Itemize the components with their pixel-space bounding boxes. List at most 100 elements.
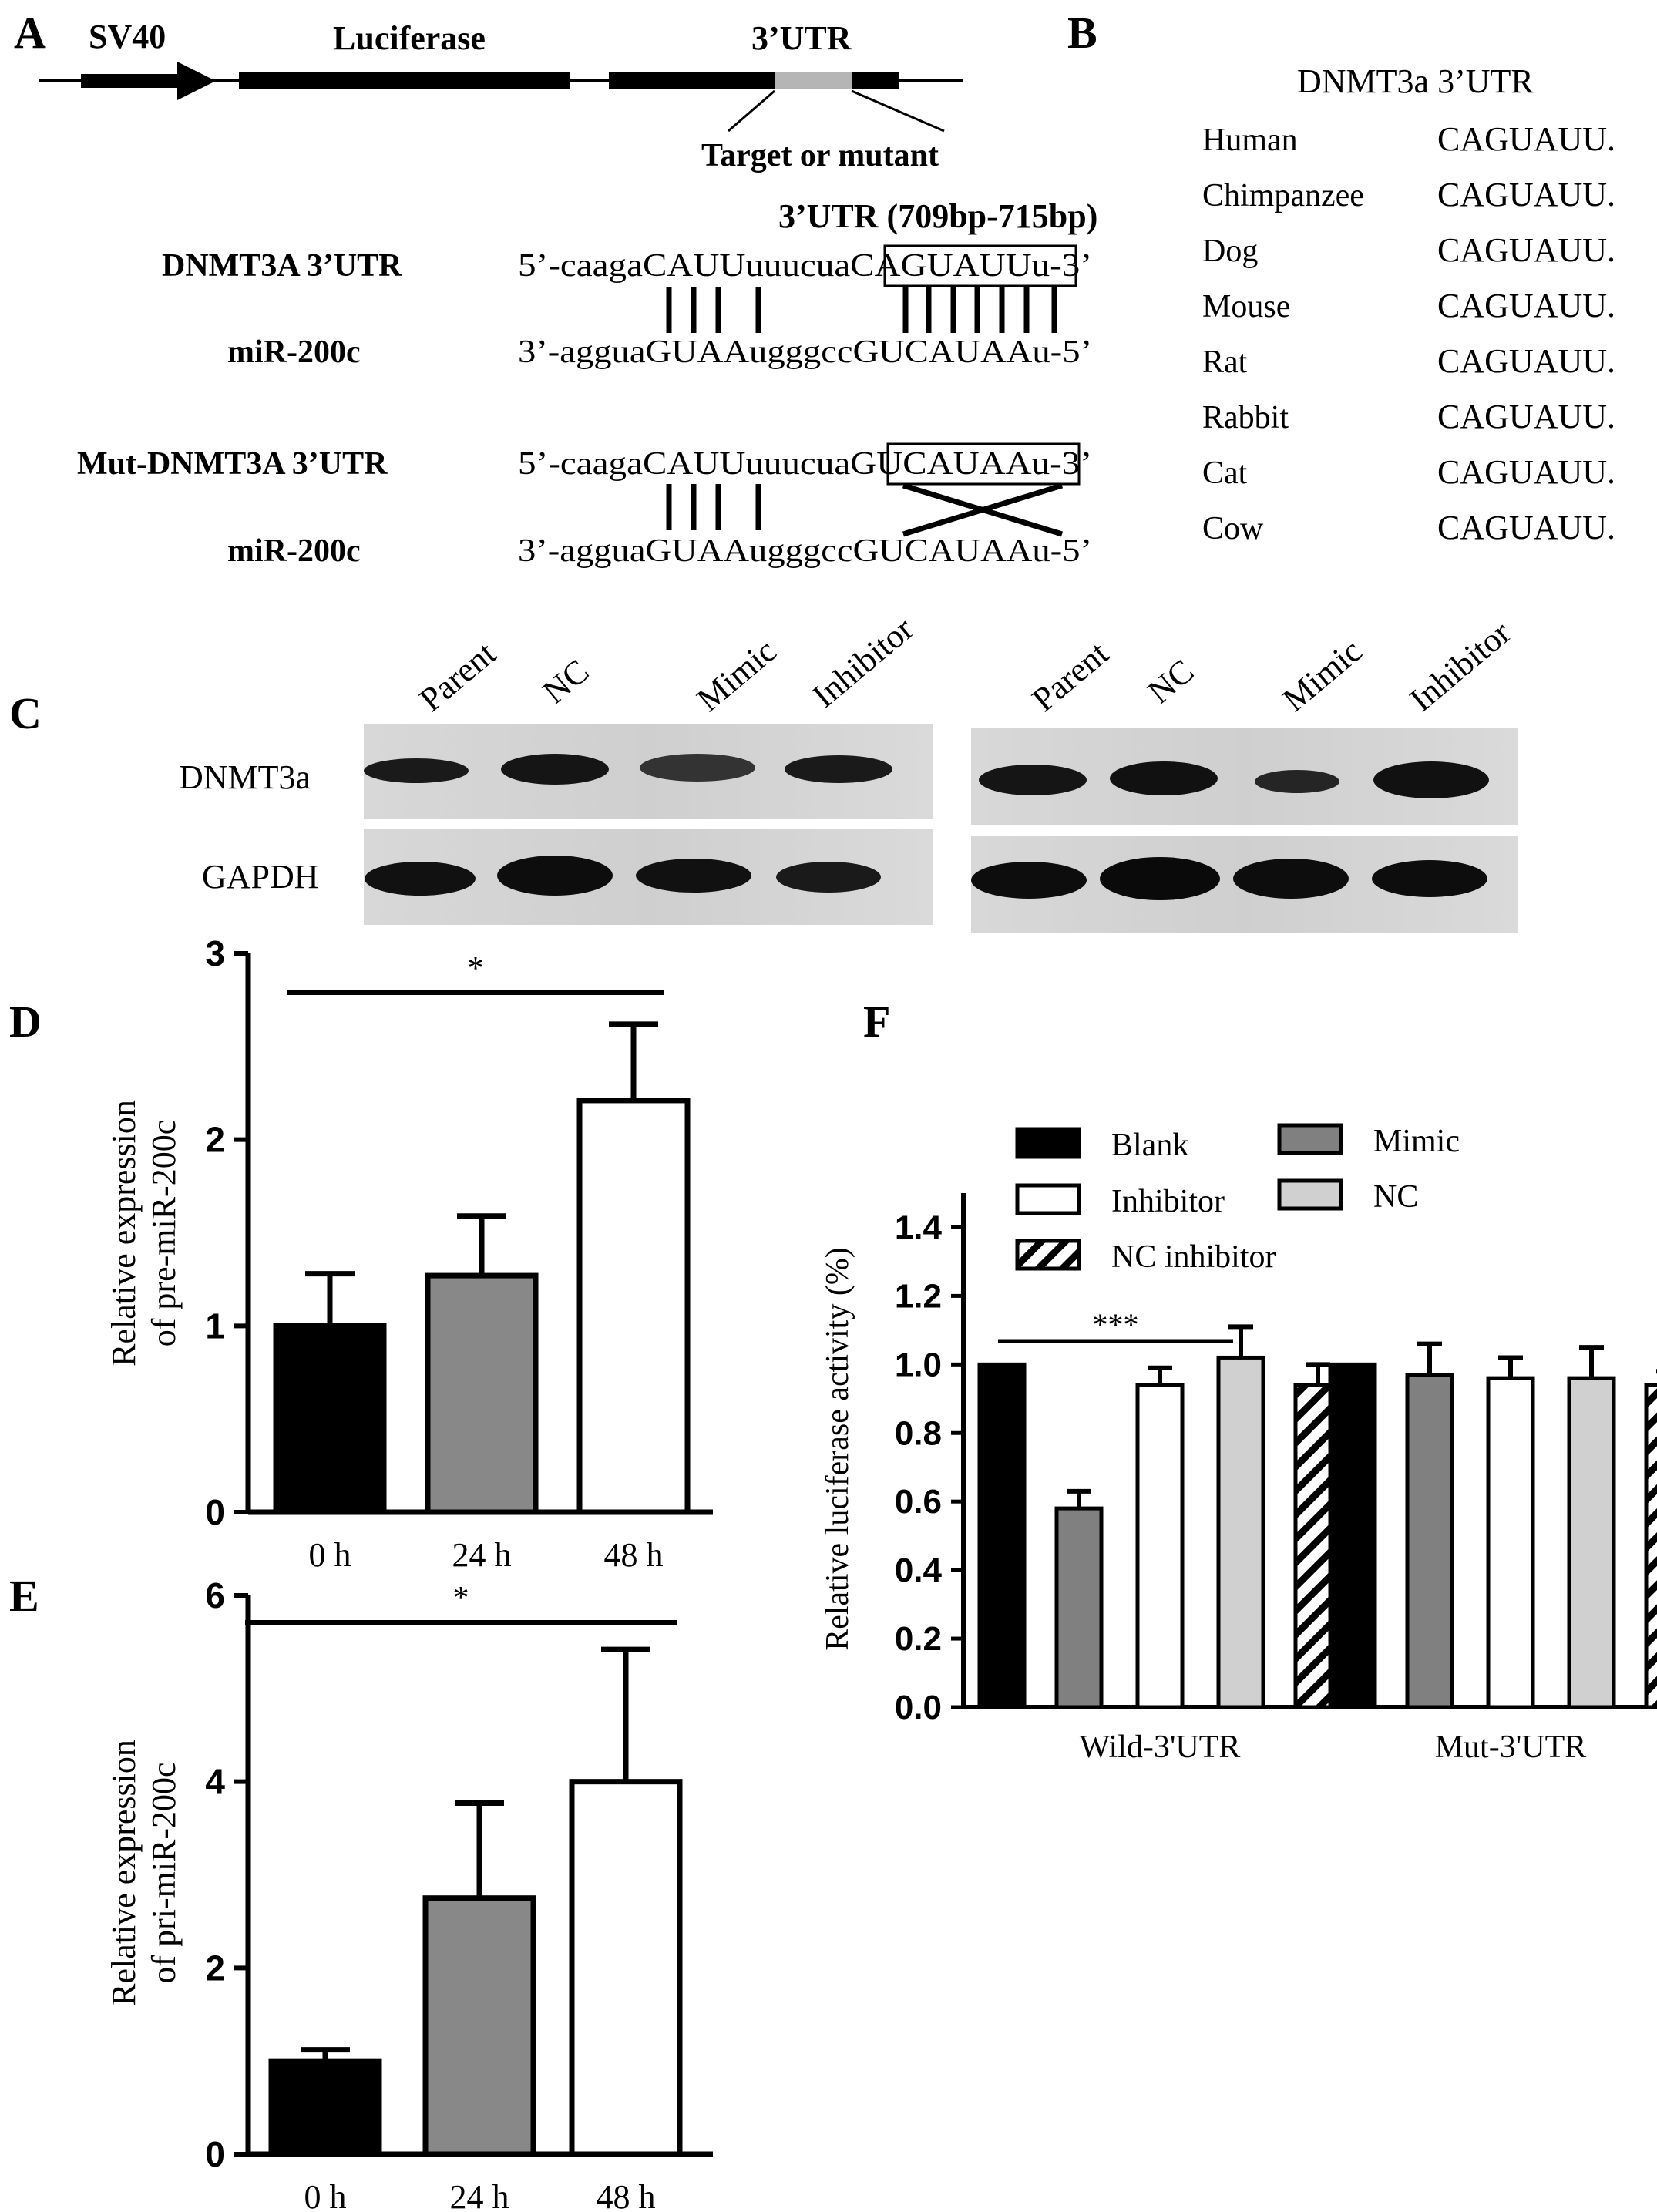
luc-y-tick-label: 0.2 <box>895 1620 942 1658</box>
target-mutant-label: Target or mutant <box>701 138 939 173</box>
pairing-lines-2 <box>666 484 761 530</box>
pre-mir-y-tick-label: 2 <box>205 1120 225 1160</box>
utr-label: 3’UTR <box>751 19 852 57</box>
species-name: Rabbit <box>1202 400 1289 435</box>
lane-label: Inhibitor <box>1403 614 1518 719</box>
seed-box <box>883 244 1077 287</box>
legend-swatch <box>1015 1127 1081 1159</box>
luc-y-tick-label: 0.8 <box>895 1414 942 1452</box>
panel-a-letter: A <box>14 8 46 58</box>
luc-bar <box>1486 1376 1535 1709</box>
pre-mir-x-tick-label: 0 h <box>309 1536 351 1574</box>
pri-mir-x-tick-label: 0 h <box>304 2178 347 2212</box>
legend-swatch <box>1015 1183 1081 1215</box>
species-sequence: CAGUAUU. <box>1437 231 1615 269</box>
pri-mir-y-axis-label-line: Relative expression <box>105 1740 143 2006</box>
pre-mir-y-axis-label-line: Relative expression <box>105 1100 143 1367</box>
luc-y-tick-label: 1.4 <box>895 1209 943 1246</box>
legend-label: NC <box>1373 1179 1418 1215</box>
pre-mir-significance-mark: * <box>468 951 484 987</box>
pre-mir-y-axis-label-line: of pre-miR-200c <box>145 1120 183 1346</box>
legend-label: Mimic <box>1373 1124 1460 1159</box>
legend-label: NC inhibitor <box>1111 1239 1276 1275</box>
dnmt3a-row-label: DNMT3a <box>179 758 311 796</box>
legend-swatch <box>1277 1123 1343 1155</box>
species-sequence: CAGUAUU. <box>1437 120 1615 158</box>
panel-f-letter: F <box>863 997 890 1047</box>
lane-label: Inhibitor <box>805 610 921 715</box>
gapdh-row-label: GAPDH <box>202 858 319 896</box>
species-name: Rat <box>1202 345 1248 380</box>
panel-e-letter: E <box>9 1571 39 1621</box>
lane-label: Mimic <box>1276 632 1369 719</box>
pri-mir-y-tick-label: 6 <box>205 1575 225 1615</box>
lane-labels-right: Parent NC Mimic Inhibitor <box>1025 614 1518 719</box>
luc-bar <box>1644 1383 1657 1709</box>
sv40-label: SV40 <box>89 18 166 55</box>
pre-mir-x-tick-label: 24 h <box>452 1536 512 1574</box>
pre-mir-y-tick-label: 1 <box>205 1306 225 1346</box>
species-sequence: CAGUAUU. <box>1437 287 1615 324</box>
luc-bar <box>1135 1383 1185 1709</box>
pre-mir-x-tick-label: 48 h <box>604 1536 664 1574</box>
mismatch-cross <box>902 482 1064 537</box>
lane-label: NC <box>1141 652 1201 711</box>
pri-mir-x-tick-label: 48 h <box>597 2178 656 2212</box>
luc-bar <box>977 1362 1027 1709</box>
lane-label: Mimic <box>690 632 783 719</box>
luc-y-tick-label: 1.0 <box>895 1346 942 1383</box>
mir200c-sequence-2: 3’-agguaGUAAugggccGUCAUAAu-5’ <box>518 533 1092 569</box>
luc-y-tick-label: 0.0 <box>895 1689 942 1726</box>
legend-label: Inhibitor <box>1111 1184 1225 1219</box>
species-table: Human CAGUAUU. Chimpanzee CAGUAUU. Dog C… <box>1202 120 1615 546</box>
species-name: Chimpanzee <box>1202 178 1364 213</box>
luc-x-tick-label: Mut-3'UTR <box>1435 1730 1587 1765</box>
species-sequence: CAGUAUU. <box>1437 342 1615 380</box>
pre-mir-y-tick-label: 3 <box>205 933 225 973</box>
mut-dnmt3a-utr-label: Mut-DNMT3A 3’UTR <box>77 446 388 482</box>
species-name: Dog <box>1202 234 1258 269</box>
panel-c-letter: C <box>9 688 42 738</box>
luc-y-tick-label: 1.2 <box>895 1277 942 1315</box>
species-sequence: CAGUAUU. <box>1437 453 1615 491</box>
pri-mir-y-axis-label: Relative expressionof pri-miR-200c <box>105 1740 183 2006</box>
lane-label: Parent <box>412 634 503 719</box>
pri-mir-y-tick-label: 4 <box>205 1762 225 1802</box>
species-name: Cat <box>1202 456 1248 491</box>
species-name: Mouse <box>1202 289 1290 324</box>
pairing-lines-1 <box>666 287 1057 333</box>
lane-label: Parent <box>1025 634 1116 719</box>
pre-mir-y-axis-label: Relative expressionof pre-miR-200c <box>105 1100 183 1367</box>
western-blot-left <box>364 724 933 925</box>
species-name: Human <box>1202 123 1298 158</box>
legend-swatch <box>1277 1178 1343 1211</box>
lane-labels-left: Parent NC Mimic Inhibitor <box>412 610 921 719</box>
chart-pri-mir200c: 0 2 4 6 Relative expressionof pri-miR-200c 0 … <box>105 1575 713 2212</box>
legend-swatch <box>1015 1239 1081 1271</box>
luc-y-axis-label: Relative luciferase activity (%) <box>820 1247 855 1651</box>
luc-bar <box>1567 1376 1616 1709</box>
dnmt3a-utr-label: DNMT3A 3’UTR <box>162 248 402 284</box>
pri-mir-y-tick-label: 0 <box>205 2134 225 2174</box>
luc-x-tick-label: Wild-3'UTR <box>1080 1730 1241 1765</box>
luc-y-tick-label: 0.4 <box>895 1551 943 1589</box>
luc-bar <box>1216 1355 1265 1709</box>
luc-significance-mark: *** <box>1093 1307 1139 1342</box>
legend-label: Blank <box>1111 1128 1188 1163</box>
luc-bar <box>1328 1362 1377 1709</box>
species-sequence: CAGUAUU. <box>1437 509 1615 546</box>
luc-bar <box>1054 1506 1104 1709</box>
chart-luciferase: 0.0 0.2 0.4 0.6 0.8 1.0 1.2 1.4 Relative lucifer… <box>820 1123 1657 1765</box>
western-blot-right <box>971 728 1518 933</box>
species-name: Cow <box>1202 511 1264 546</box>
luc-y-tick-label: 0.6 <box>895 1483 942 1521</box>
species-sequence: CAGUAUU. <box>1437 398 1615 435</box>
mir200c-label-2: miR-200c <box>227 533 361 569</box>
pre-mir-bar <box>576 1098 691 1515</box>
lane-label: NC <box>536 652 596 711</box>
chart-pre-mir200c: 0 1 2 3 Relative expressionof pre-miR-200c 0 … <box>105 933 713 1574</box>
luc-bar <box>1405 1373 1454 1709</box>
species-sequence: CAGUAUU. <box>1437 176 1615 213</box>
dnmt3a-utr-sequence: 5’-caagaCAUUuuucuaCAGUAUUu-3’ <box>518 248 1092 284</box>
pri-mir-y-axis-label-line: of pri-miR-200c <box>145 1762 183 1983</box>
